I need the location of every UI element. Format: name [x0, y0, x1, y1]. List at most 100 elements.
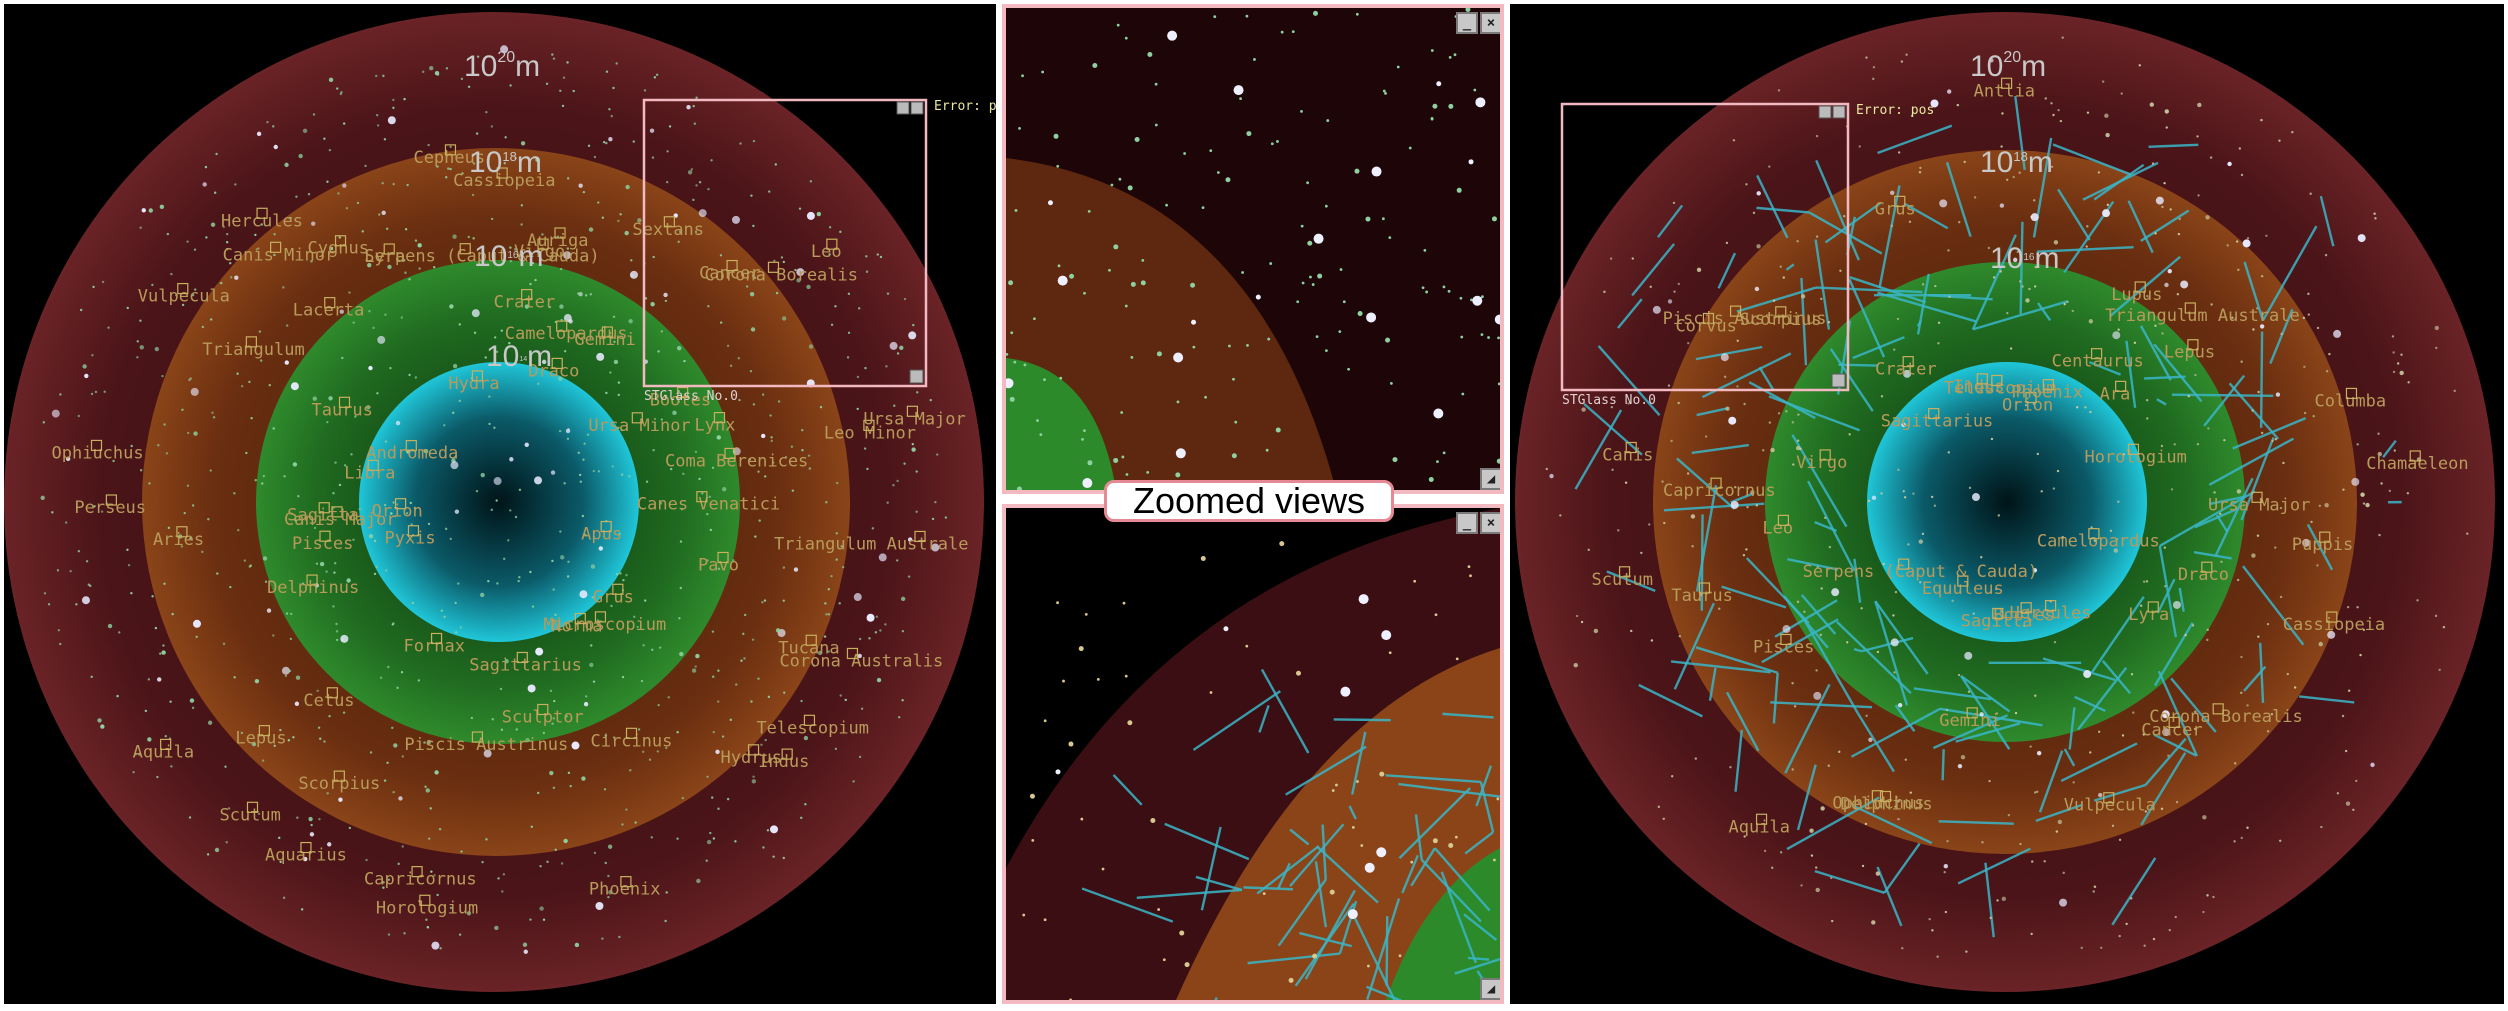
star: [1365, 216, 1371, 222]
star: [1813, 691, 1822, 700]
right-view-canvas[interactable]: Ursa MajorDracoCassiopeiaCamelopardusLyr…: [1510, 4, 2504, 1004]
minimize-button[interactable]: _: [1456, 12, 1478, 34]
star: [502, 873, 506, 876]
star: [154, 626, 158, 630]
constellation-marker: [324, 297, 336, 309]
star: [1777, 89, 1781, 92]
constellation-line: [1299, 931, 1352, 948]
constellation-line: [1454, 957, 1500, 975]
star: [1971, 493, 1980, 502]
star: [1617, 529, 1620, 532]
star: [2089, 410, 2092, 414]
star: [130, 444, 133, 448]
zoomed-view-top[interactable]: _ × ◢: [1002, 4, 1504, 494]
star: [1988, 724, 1992, 727]
star: [2202, 815, 2207, 820]
resize-handle[interactable]: [1831, 373, 1846, 388]
constellation-line: [2178, 587, 2185, 612]
left-view-canvas[interactable]: Triangulum AustraleApusPavoTucanaCorona …: [4, 4, 996, 1004]
star: [295, 195, 298, 198]
star: [417, 243, 422, 248]
star: [2318, 504, 2322, 508]
star: [315, 562, 319, 565]
star: [2347, 689, 2351, 692]
star: [159, 652, 162, 655]
star: [57, 629, 61, 632]
star: [266, 608, 272, 613]
star: [328, 148, 332, 152]
constellation-line: [2382, 439, 2397, 458]
close-button[interactable]: [910, 101, 924, 115]
star: [782, 856, 786, 860]
minimize-button[interactable]: [896, 101, 910, 115]
star: [161, 650, 166, 655]
star: [310, 260, 313, 263]
right-view[interactable]: Ursa Major Draco Cassiopeia Camelopardus Lyr…: [1510, 4, 2504, 1004]
star: [658, 646, 662, 649]
left-view[interactable]: Triangulum Australe Apus Pavo Tucana Corona …: [4, 4, 996, 1004]
star: [687, 170, 693, 175]
star: [660, 418, 664, 421]
star: [2307, 313, 2311, 316]
star: [1113, 244, 1119, 250]
star: [621, 823, 624, 826]
constellation-line: [1876, 866, 1903, 927]
star: [539, 906, 544, 911]
star: [1670, 775, 1674, 778]
star: [644, 297, 648, 300]
star: [1897, 702, 1903, 708]
star: [250, 416, 253, 420]
resize-handle[interactable]: ◢: [1480, 468, 1500, 490]
star: [515, 248, 518, 251]
star: [2059, 119, 2063, 123]
minimize-button[interactable]: _: [1456, 512, 1478, 534]
star: [369, 751, 373, 754]
star: [1056, 601, 1059, 605]
constellation-marker: [90, 439, 103, 452]
star: [2170, 488, 2174, 491]
star: [2024, 403, 2028, 407]
star: [1785, 410, 1788, 413]
star: [719, 321, 723, 324]
star: [668, 125, 672, 128]
star: [264, 580, 268, 583]
star: [243, 559, 247, 562]
star: [1497, 382, 1500, 386]
star: [651, 648, 654, 651]
constellation-label: Scutum: [219, 805, 280, 825]
constellation-line: [1631, 243, 1676, 297]
zoomed-view-bottom[interactable]: _ × ◢: [1002, 504, 1504, 1004]
star: [550, 470, 556, 475]
star: [1355, 12, 1359, 16]
star: [1661, 480, 1664, 483]
zoom-selection-box[interactable]: [1560, 102, 1850, 392]
constellation-line: [1479, 781, 1495, 833]
minimize-button[interactable]: [1818, 105, 1832, 119]
star: [866, 467, 869, 471]
resize-handle[interactable]: [909, 369, 924, 384]
star: [2084, 406, 2087, 409]
star: [1300, 109, 1303, 113]
star: [839, 230, 842, 234]
star: [582, 458, 585, 461]
star: [655, 73, 659, 76]
star: [2057, 819, 2063, 825]
star: [707, 187, 710, 191]
constellation-label: Taurus: [311, 400, 372, 420]
star: [583, 701, 589, 707]
star: [2034, 265, 2037, 269]
star: [273, 744, 276, 747]
zoom-selection-box[interactable]: [642, 98, 928, 388]
close-button[interactable]: ×: [1480, 512, 1500, 534]
star: [1306, 181, 1310, 185]
star: [1410, 860, 1414, 864]
star: [387, 665, 390, 669]
star: [1580, 620, 1584, 624]
star: [509, 457, 514, 462]
resize-handle[interactable]: ◢: [1480, 978, 1500, 1000]
constellation-line: [1756, 174, 1789, 239]
close-button[interactable]: ×: [1480, 12, 1500, 34]
star: [830, 323, 834, 327]
close-button[interactable]: [1832, 105, 1846, 119]
star: [901, 630, 905, 633]
